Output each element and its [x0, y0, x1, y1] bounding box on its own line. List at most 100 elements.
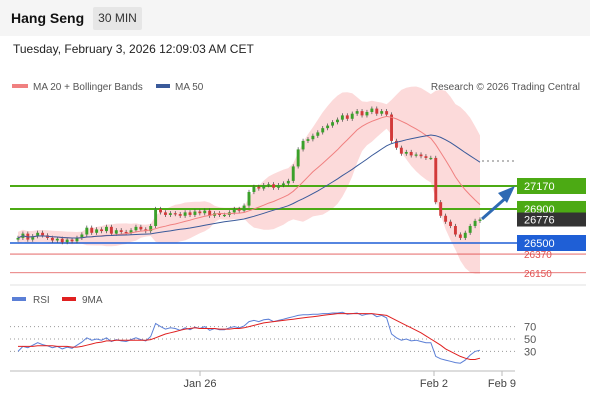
- candle-body: [208, 210, 212, 216]
- candle-body: [95, 229, 99, 233]
- candle-body: [326, 125, 330, 129]
- candle-body: [80, 234, 84, 238]
- forecast-arrow: [481, 194, 509, 221]
- candle-body: [173, 213, 177, 215]
- candle-body: [124, 231, 128, 234]
- candle-body: [444, 215, 448, 222]
- candle-body: [159, 208, 162, 213]
- bollinger-band-area: [18, 86, 480, 274]
- candle-body: [257, 186, 261, 189]
- candle-body: [439, 202, 443, 216]
- candle-body: [222, 214, 226, 217]
- candle-body: [75, 237, 79, 242]
- ma20-legend-swatch: [12, 84, 28, 88]
- rsi-tick-50: 50: [524, 334, 536, 346]
- symbol-title: Hang Seng: [11, 10, 85, 26]
- candle-body: [247, 191, 251, 206]
- x-axis: Jan 26 Feb 2 Feb 9: [183, 371, 516, 390]
- candle-body: [365, 111, 369, 116]
- candle-body: [404, 151, 408, 154]
- x-tick-label: Feb 9: [488, 378, 516, 390]
- candle-body: [267, 184, 271, 186]
- candle-body: [237, 208, 241, 211]
- ma20-legend-label: MA 20 + Bollinger Bands: [33, 82, 143, 93]
- candle-body: [394, 140, 398, 148]
- candle-body: [149, 225, 153, 232]
- candle-body: [90, 227, 94, 233]
- level-box-26500: [517, 235, 586, 251]
- x-tick-label: Feb 2: [420, 378, 448, 390]
- last-price-label: 26776: [524, 215, 555, 227]
- candle-body: [463, 232, 467, 238]
- candle-body: [272, 184, 276, 188]
- rsi-tick-30: 30: [524, 346, 536, 358]
- level-label-26150: 26150: [524, 269, 552, 280]
- candle-body: [331, 122, 335, 126]
- candle-body: [350, 113, 354, 119]
- ma50-legend-swatch: [156, 84, 170, 88]
- candle-body: [458, 234, 462, 238]
- candle-body: [340, 115, 344, 120]
- candle-body: [232, 208, 236, 213]
- rsi-ma9-line: [18, 313, 481, 360]
- candle-body: [414, 154, 418, 156]
- ma9-legend-swatch: [62, 297, 76, 301]
- candle-body: [355, 111, 359, 114]
- candle-body: [385, 111, 389, 115]
- candle-body: [277, 185, 280, 188]
- candle-body: [183, 212, 187, 216]
- header-bar: Hang Seng 30 MIN: [0, 0, 590, 36]
- candle-body: [65, 239, 69, 243]
- rsi-line: [17, 311, 481, 364]
- candle-body: [262, 185, 266, 189]
- candle-body: [50, 237, 54, 241]
- candle-body: [336, 119, 339, 123]
- candle-body: [424, 156, 428, 158]
- candle-body: [41, 232, 45, 236]
- ma50-line: [17, 134, 481, 239]
- candle-body: [242, 205, 246, 211]
- candle-body: [296, 149, 300, 167]
- candle-body: [114, 230, 118, 234]
- candle-body: [85, 227, 89, 235]
- ma9-legend-label: 9MA: [82, 295, 103, 306]
- bollinger-bands: [18, 86, 480, 274]
- candle-body: [198, 211, 202, 214]
- candle-body: [70, 239, 74, 242]
- candle-body: [306, 139, 310, 141]
- candle-body: [286, 180, 290, 184]
- candle-body: [168, 213, 172, 215]
- candle-body: [360, 111, 364, 116]
- candle-body: [419, 154, 423, 157]
- candle-body: [449, 221, 452, 226]
- candle-body: [60, 238, 64, 243]
- candle-body: [321, 128, 325, 133]
- candle-body: [478, 219, 482, 221]
- level-label-26500: 26500: [524, 238, 555, 250]
- candle-body: [468, 225, 472, 233]
- candle-body: [370, 108, 374, 112]
- rsi-legend-swatch: [12, 297, 26, 301]
- candle-body: [291, 166, 295, 181]
- candle-body: [218, 213, 221, 215]
- overlays: [17, 115, 515, 239]
- candle-body: [473, 220, 477, 226]
- candle-body: [399, 147, 403, 154]
- timeframe-button[interactable]: 30 MIN: [93, 7, 142, 30]
- candle-body: [252, 186, 256, 192]
- rsi-tick-70: 70: [524, 322, 536, 334]
- candle-body: [100, 229, 104, 232]
- candle-body: [193, 211, 197, 215]
- candle-body: [119, 230, 123, 232]
- candle-body: [311, 135, 315, 140]
- candle-body: [139, 226, 143, 230]
- candle-body: [36, 232, 40, 237]
- forecast-arrow-head: [498, 186, 515, 203]
- candle-body: [409, 151, 413, 156]
- candle-body: [281, 183, 285, 186]
- level-label-27170: 27170: [524, 181, 555, 193]
- candle-body: [434, 157, 438, 203]
- credit-text: Research © 2026 Trading Central: [431, 82, 580, 93]
- last-price-box: [517, 212, 586, 227]
